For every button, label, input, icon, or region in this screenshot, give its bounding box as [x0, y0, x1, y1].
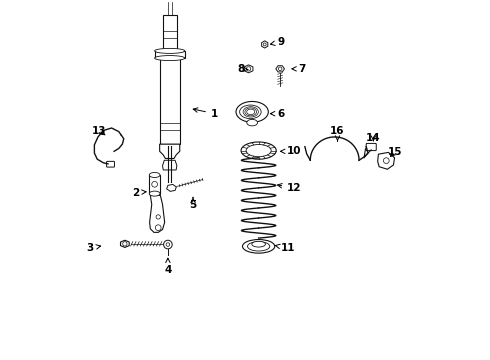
- Polygon shape: [262, 41, 268, 48]
- FancyBboxPatch shape: [366, 143, 376, 150]
- Ellipse shape: [247, 242, 270, 251]
- Polygon shape: [276, 66, 285, 72]
- Text: 4: 4: [164, 258, 171, 275]
- Ellipse shape: [252, 241, 266, 247]
- FancyBboxPatch shape: [160, 58, 180, 144]
- Text: 7: 7: [292, 64, 306, 74]
- Ellipse shape: [155, 48, 185, 53]
- Circle shape: [278, 67, 282, 71]
- FancyBboxPatch shape: [163, 15, 177, 51]
- Polygon shape: [378, 152, 394, 169]
- Polygon shape: [121, 240, 129, 247]
- Text: 12: 12: [277, 183, 302, 193]
- Circle shape: [155, 225, 161, 230]
- Ellipse shape: [149, 191, 160, 196]
- Text: 15: 15: [388, 147, 402, 157]
- Circle shape: [383, 158, 389, 163]
- Text: 6: 6: [270, 109, 285, 119]
- Text: 8: 8: [238, 64, 248, 74]
- Circle shape: [122, 242, 127, 246]
- Text: 1: 1: [193, 108, 218, 119]
- Text: 14: 14: [366, 133, 381, 143]
- Ellipse shape: [243, 239, 275, 253]
- Text: 5: 5: [189, 197, 196, 210]
- Circle shape: [246, 67, 251, 71]
- Ellipse shape: [247, 120, 258, 126]
- Text: 2: 2: [132, 188, 146, 198]
- Circle shape: [164, 240, 172, 249]
- Polygon shape: [167, 184, 176, 192]
- Ellipse shape: [149, 172, 160, 177]
- Text: 11: 11: [275, 243, 295, 253]
- Text: 3: 3: [86, 243, 100, 253]
- Polygon shape: [160, 144, 180, 158]
- Ellipse shape: [241, 142, 276, 159]
- Text: 10: 10: [280, 146, 302, 156]
- Text: 9: 9: [270, 37, 284, 47]
- Ellipse shape: [236, 102, 269, 122]
- FancyBboxPatch shape: [149, 175, 160, 194]
- Ellipse shape: [246, 144, 271, 157]
- Polygon shape: [163, 160, 177, 170]
- Polygon shape: [244, 65, 253, 73]
- FancyBboxPatch shape: [107, 161, 115, 167]
- Text: 16: 16: [330, 126, 345, 141]
- Circle shape: [166, 243, 170, 246]
- Ellipse shape: [240, 105, 261, 119]
- Text: 13: 13: [92, 126, 106, 135]
- Circle shape: [152, 181, 157, 187]
- Polygon shape: [149, 195, 165, 232]
- Circle shape: [263, 43, 266, 46]
- Circle shape: [156, 215, 160, 219]
- FancyBboxPatch shape: [155, 51, 185, 58]
- Ellipse shape: [155, 55, 185, 60]
